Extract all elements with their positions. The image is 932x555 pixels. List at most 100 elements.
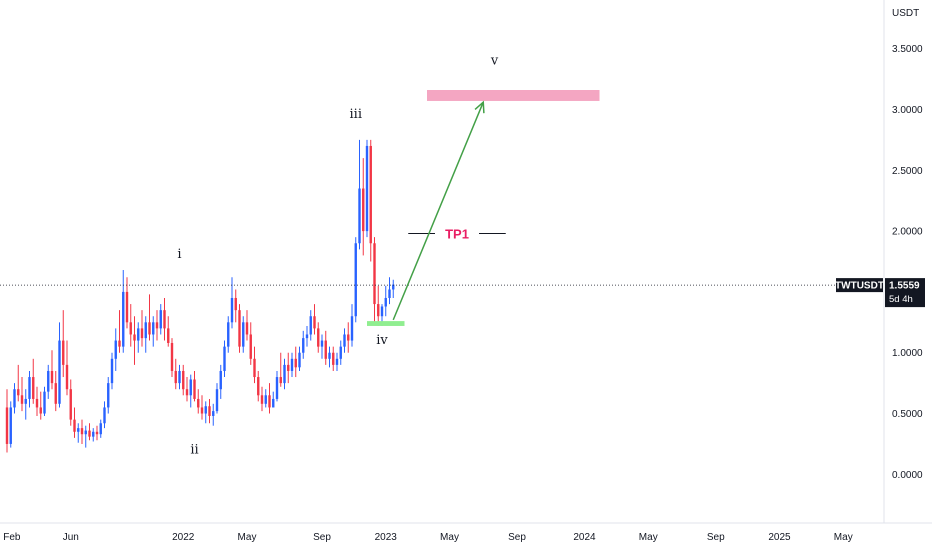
candle bbox=[204, 401, 207, 424]
candle-body bbox=[47, 370, 50, 392]
candle bbox=[88, 423, 91, 441]
candle bbox=[257, 370, 260, 402]
wave-label: v bbox=[490, 53, 499, 68]
candle-body bbox=[39, 407, 42, 414]
candles-layer bbox=[5, 139, 395, 453]
candle-body bbox=[88, 430, 91, 437]
price-badge-value: 1.5559 bbox=[889, 281, 920, 292]
candle bbox=[99, 419, 102, 438]
candle bbox=[298, 346, 301, 371]
candle-body bbox=[242, 322, 245, 347]
candle bbox=[215, 383, 219, 414]
candle bbox=[317, 322, 320, 353]
candle bbox=[294, 346, 297, 378]
candle-body bbox=[362, 188, 365, 232]
candle-body bbox=[253, 358, 256, 378]
candle-body bbox=[215, 389, 219, 412]
candle-body bbox=[133, 334, 136, 341]
currency-label: USDT bbox=[892, 8, 919, 19]
candle-body bbox=[350, 316, 354, 341]
candle-body bbox=[95, 431, 99, 435]
target-zone bbox=[427, 90, 600, 101]
support-zone bbox=[367, 321, 405, 326]
x-tick-label: Jun bbox=[63, 532, 79, 543]
candle-body bbox=[167, 328, 170, 343]
candle bbox=[47, 364, 50, 399]
x-axis[interactable]: Feb Jun 2022 May Sep 2023 May Sep 2024 May Sep 2025… bbox=[3, 532, 852, 543]
candle bbox=[144, 316, 147, 353]
candle-body bbox=[193, 379, 196, 399]
x-tick-label: 2025 bbox=[768, 532, 791, 543]
candle-body bbox=[317, 328, 320, 347]
x-tick-label: 2024 bbox=[573, 532, 596, 543]
candle-body bbox=[335, 358, 339, 365]
candle-body bbox=[54, 383, 57, 404]
candle bbox=[122, 270, 125, 353]
wave-label: i bbox=[177, 247, 181, 262]
candle bbox=[114, 328, 117, 371]
wave-label: iv bbox=[376, 333, 388, 348]
candle-body bbox=[62, 340, 65, 365]
candle-body bbox=[50, 370, 54, 384]
candle bbox=[290, 352, 294, 378]
candle-body bbox=[58, 340, 61, 404]
candle bbox=[305, 325, 309, 347]
projection-arrow-head bbox=[474, 100, 485, 114]
candle bbox=[178, 364, 181, 390]
candle bbox=[339, 340, 342, 365]
candle bbox=[208, 398, 211, 424]
candle-body bbox=[77, 428, 80, 432]
candle-body bbox=[377, 304, 380, 317]
candle-body bbox=[28, 377, 31, 399]
candle-body bbox=[249, 334, 252, 359]
candle bbox=[103, 401, 106, 429]
candle-body bbox=[264, 395, 267, 404]
candle bbox=[174, 358, 177, 390]
candle bbox=[324, 330, 327, 365]
candle bbox=[313, 304, 316, 335]
candle bbox=[365, 139, 369, 238]
candle-body bbox=[73, 419, 76, 432]
candle bbox=[264, 389, 267, 408]
candle-body bbox=[294, 358, 297, 368]
candle bbox=[95, 425, 99, 441]
candle bbox=[5, 389, 9, 453]
candle-body bbox=[223, 346, 226, 371]
candle bbox=[107, 377, 110, 414]
candle bbox=[20, 377, 24, 412]
y-axis[interactable]: 0.00000.50001.00001.50002.00002.50003.00… bbox=[892, 44, 923, 481]
candle-body bbox=[268, 395, 271, 408]
candle-body bbox=[43, 391, 46, 414]
x-tick-label: Sep bbox=[313, 532, 331, 543]
x-tick-label: 2023 bbox=[375, 532, 398, 543]
candle-body bbox=[125, 291, 129, 323]
x-tick-label: Feb bbox=[3, 532, 21, 543]
candle-body bbox=[35, 398, 39, 408]
candle-body bbox=[283, 364, 286, 384]
candle bbox=[230, 277, 234, 329]
candle-body bbox=[287, 364, 290, 371]
candle-body bbox=[238, 310, 241, 347]
candle bbox=[193, 370, 196, 402]
candle bbox=[77, 423, 80, 443]
candle bbox=[163, 297, 166, 341]
candle bbox=[268, 383, 271, 414]
candle-body bbox=[170, 342, 174, 371]
candle bbox=[159, 304, 162, 335]
candle-body bbox=[152, 322, 155, 335]
candle-body bbox=[110, 358, 114, 384]
y-tick-label: 2.0000 bbox=[892, 227, 923, 238]
candle bbox=[73, 407, 76, 438]
candle bbox=[332, 346, 335, 371]
projection-arrow-line bbox=[392, 101, 484, 321]
candle bbox=[92, 428, 95, 442]
candle-body bbox=[343, 334, 346, 347]
candle-body bbox=[320, 340, 324, 347]
candle-body bbox=[388, 289, 391, 298]
candle-body bbox=[69, 389, 72, 420]
candle-body bbox=[137, 328, 140, 341]
candle bbox=[242, 316, 245, 353]
candle bbox=[155, 310, 159, 341]
